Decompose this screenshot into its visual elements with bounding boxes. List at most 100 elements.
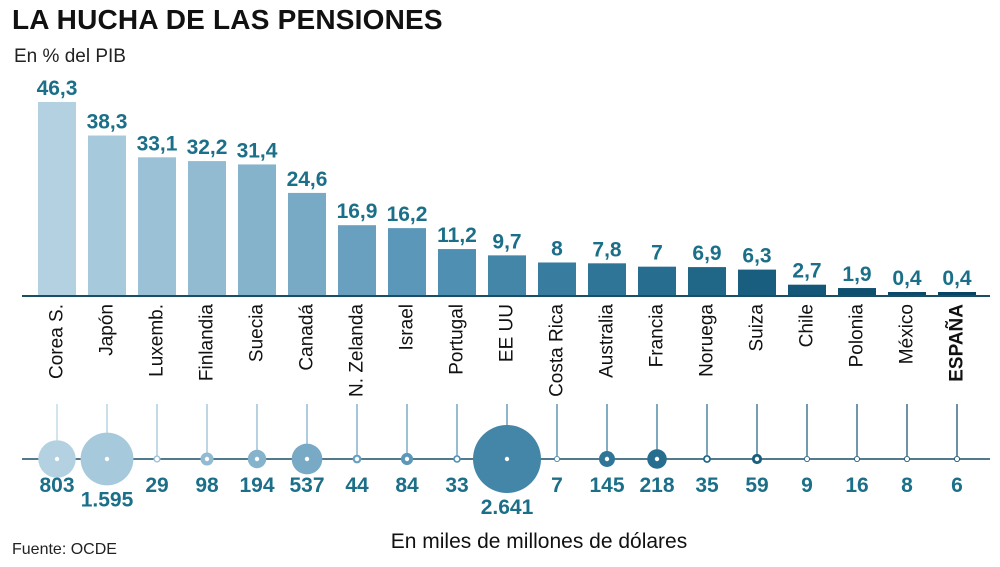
- bubble-center-dot: [254, 456, 260, 462]
- category-label-japon: Japón: [97, 304, 118, 356]
- bubble-value-label: 98: [195, 474, 219, 497]
- bubble-center-dot: [654, 456, 660, 462]
- category-label-polonia: Polonia: [847, 304, 868, 368]
- bar-noruega: [688, 267, 726, 296]
- category-label-costa-rica: Costa Rica: [547, 304, 568, 397]
- bar-canada: [288, 192, 326, 296]
- bar-finlandia: [188, 161, 226, 296]
- bar-value-label: 24,6: [287, 168, 328, 191]
- category-label-suecia: Suecia: [247, 304, 268, 363]
- bubble-value-label: 35: [695, 474, 719, 497]
- bubble-center-dot: [854, 456, 860, 462]
- category-label-n-zelanda: N. Zelanda: [347, 304, 368, 397]
- bubble-value-label: 2.641: [481, 496, 534, 519]
- category-label-chile: Chile: [797, 304, 818, 347]
- bubble-center-dot: [404, 456, 410, 462]
- category-label-ee-uu: EE UU: [497, 304, 518, 362]
- bar-suecia: [238, 164, 276, 296]
- bar-mexico: [888, 292, 926, 296]
- bubble-center-dot: [304, 456, 310, 462]
- category-label-australia: Australia: [597, 304, 618, 378]
- bars-layer: [38, 102, 976, 296]
- bubble-value-label: 33: [445, 474, 468, 497]
- bubble-value-label: 84: [395, 474, 419, 497]
- category-label-espana: ESPAÑA: [946, 304, 968, 382]
- bubble-center-dot: [804, 456, 810, 462]
- bar-value-label: 2,7: [792, 260, 821, 283]
- bar-value-label: 7: [651, 242, 663, 265]
- bar-espana: [938, 292, 976, 296]
- bubble-value-label: 6: [951, 474, 963, 497]
- bubble-center-dot: [554, 456, 560, 462]
- source-note: Fuente: OCDE: [12, 541, 117, 558]
- bar-australia: [588, 263, 626, 296]
- bubble-value-label: 44: [345, 474, 369, 497]
- bubble-value-label: 145: [589, 474, 624, 497]
- category-label-finlandia: Finlandia: [197, 304, 218, 382]
- category-label-corea-s: Corea S.: [47, 304, 68, 379]
- bar-suiza: [738, 269, 776, 296]
- bubble-center-dot: [704, 456, 710, 462]
- bubble-value-label: 8: [901, 474, 913, 497]
- bar-value-label: 7,8: [592, 238, 622, 261]
- bar-costa-rica: [538, 262, 576, 296]
- category-label-israel: Israel: [397, 304, 418, 350]
- category-label-canada: Canadá: [297, 304, 318, 371]
- bubble-center-dot: [54, 456, 60, 462]
- bubble-center-dot: [104, 456, 110, 462]
- bubble-center-dot: [454, 456, 460, 462]
- bar-value-label: 1,9: [842, 263, 871, 286]
- chart-subtitle: En % del PIB: [14, 46, 126, 67]
- bar-polonia: [838, 288, 876, 296]
- chart-title: LA HUCHA DE LAS PENSIONES: [12, 4, 443, 35]
- category-label-suiza: Suiza: [747, 304, 768, 352]
- bar-chile: [788, 284, 826, 296]
- bubble-value-label: 1.595: [81, 488, 134, 511]
- bar-israel: [388, 228, 426, 296]
- category-label-portugal: Portugal: [447, 304, 468, 375]
- bar-n-zelanda: [338, 225, 376, 296]
- bar-value-label: 33,1: [137, 132, 178, 155]
- bar-value-label: 32,2: [187, 136, 228, 159]
- labels-layer: 46,3 Corea S. 38,3 Japón 33,1 Luxemb. 32,2 Finl…: [37, 77, 972, 397]
- bar-value-label: 8: [551, 237, 563, 260]
- bubble-center-dot: [604, 456, 610, 462]
- bubble-value-label: 7: [551, 474, 563, 497]
- bubble-value-label: 194: [239, 474, 274, 497]
- bubble-center-dot: [904, 456, 910, 462]
- bar-ee-uu: [488, 255, 526, 296]
- bar-francia: [638, 266, 676, 296]
- bar-luxemb: [138, 157, 176, 296]
- bar-value-label: 0,4: [892, 267, 922, 290]
- bubble-value-label: 803: [39, 474, 74, 497]
- bar-value-label: 38,3: [87, 111, 128, 134]
- category-label-noruega: Noruega: [697, 304, 718, 377]
- bubble-value-label: 16: [845, 474, 868, 497]
- bubble-value-label: 9: [801, 474, 813, 497]
- bar-japon: [88, 135, 126, 296]
- bubble-value-label: 537: [289, 474, 324, 497]
- bar-value-label: 6,9: [692, 242, 721, 265]
- bar-value-label: 0,4: [942, 267, 972, 290]
- bubble-value-label: 29: [145, 474, 168, 497]
- bar-value-label: 16,2: [387, 203, 428, 226]
- bar-value-label: 6,3: [742, 245, 771, 268]
- bar-portugal: [438, 249, 476, 296]
- bar-corea-s: [38, 102, 76, 296]
- bar-value-label: 31,4: [237, 139, 278, 162]
- bubble-caption: En miles de millones de dólares: [390, 530, 688, 553]
- category-label-mexico: México: [897, 304, 918, 364]
- bubble-center-dot: [204, 456, 210, 462]
- bar-value-label: 9,7: [492, 230, 521, 253]
- bubble-center-dot: [754, 456, 760, 462]
- bubble-value-label: 218: [639, 474, 674, 497]
- bubble-center-dot: [154, 456, 160, 462]
- bar-value-label: 46,3: [37, 77, 78, 100]
- category-label-francia: Francia: [647, 304, 668, 368]
- bubble-center-dot: [354, 456, 360, 462]
- category-label-luxemb: Luxemb.: [147, 304, 168, 377]
- bubble-center-dot: [504, 456, 510, 462]
- bar-value-label: 11,2: [437, 224, 477, 247]
